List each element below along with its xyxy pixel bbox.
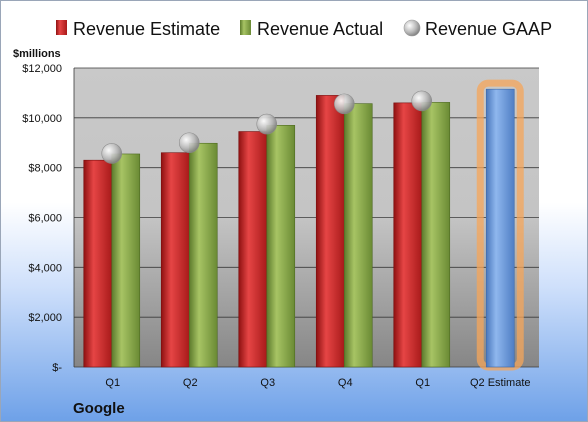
gaap-marker [178,132,200,154]
gridlines [73,67,539,368]
legend: Revenue Estimate Revenue Actual Revenue … [56,19,552,39]
bar-revenue-estimate [83,159,113,368]
bar-revenue-actual [343,103,373,368]
y-tick-label: $- [52,362,62,374]
y-tick-label: $6,000 [28,213,62,225]
bar-q2-estimate [485,88,515,368]
unit-label: $millions [13,48,61,60]
legend-label-gaap: Revenue GAAP [425,19,552,39]
x-tick-label: Q2 Estimate [470,377,531,389]
x-tick-label: Q4 [338,377,353,389]
y-tick-label: $12,000 [22,63,62,75]
legend-swatch-estimate [56,20,67,35]
x-tick-label: Q3 [260,377,275,389]
gaap-marker [411,90,433,112]
gaap-marker [101,143,123,164]
legend-label-actual: Revenue Actual [257,19,383,39]
y-tick-label: $10,000 [22,113,62,125]
x-axis-ticks: Q1 Q2 Q3 Q4 Q1 Q2 Estimate [105,377,530,389]
legend-label-estimate: Revenue Estimate [73,19,220,39]
bars [83,79,524,371]
y-tick-label: $8,000 [28,163,62,175]
x-tick-label: Q2 [183,377,198,389]
bar-revenue-actual [188,142,218,368]
bar-revenue-estimate [238,131,268,368]
y-axis-ticks: $- $2,000 $4,000 $6,000 $8,000 $10,000 $12,000 [22,63,62,374]
bar-revenue-actual [421,102,451,368]
gaap-marker [333,93,355,115]
gaap-marker [256,113,278,135]
bar-revenue-actual [111,153,141,368]
bar-revenue-estimate [393,102,423,368]
legend-swatch-gaap [403,19,421,37]
x-tick-label: Q1 [105,377,120,389]
bar-revenue-actual [266,125,296,368]
company-label: Google [73,400,125,417]
x-tick-label: Q1 [415,377,430,389]
bar-revenue-estimate [160,152,190,368]
bar-revenue-estimate [315,95,345,368]
y-tick-label: $2,000 [28,312,62,324]
y-tick-label: $4,000 [28,262,62,274]
gaap-markers [101,90,433,164]
legend-swatch-actual [240,20,251,35]
